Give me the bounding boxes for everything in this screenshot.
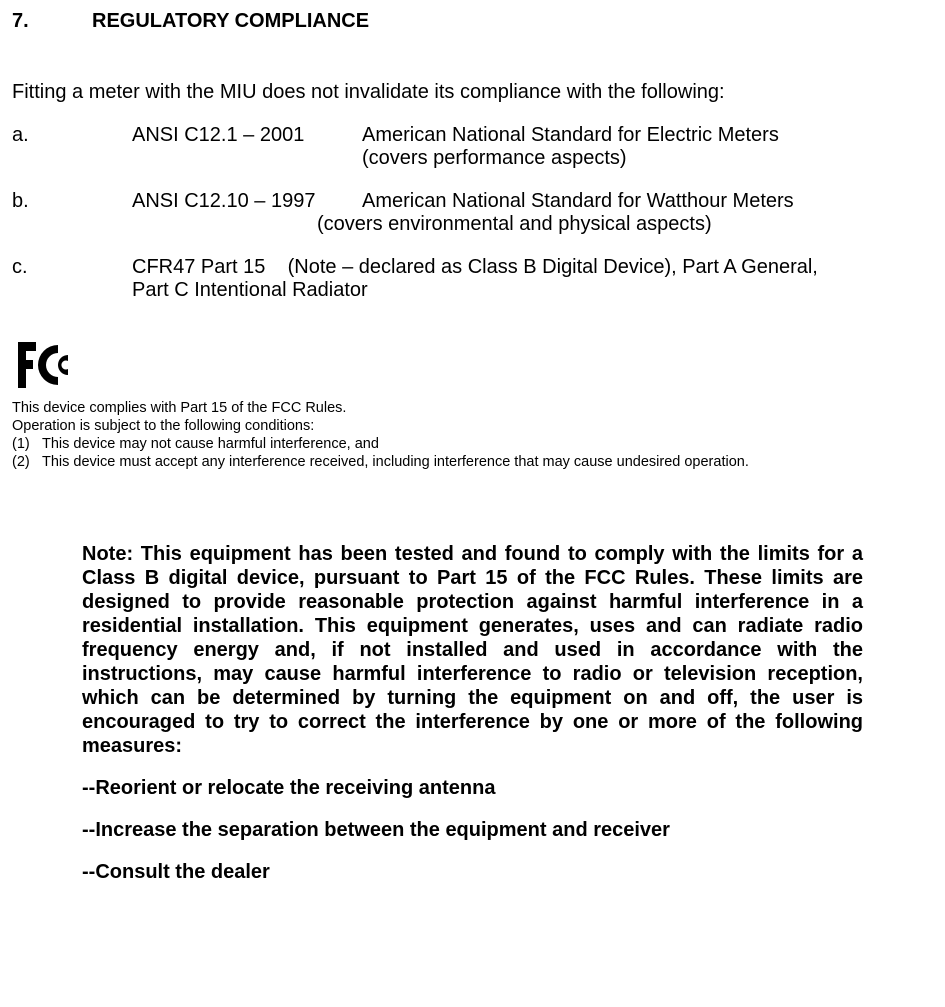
item-letter: c. [12,256,132,279]
item-body: ANSI C12.1 – 2001 American National Stan… [132,124,933,170]
fcc-compliance-text: This device complies with Part 15 of the… [12,399,933,472]
item-letter: b. [12,190,132,213]
intro-text: Fitting a meter with the MIU does not in… [12,81,933,104]
fcc-cond-num: (2) [12,453,42,471]
fcc-condition-2: (2) This device must accept any interfer… [12,453,933,471]
item-body: ANSI C12.10 – 1997 American National Sta… [132,190,933,236]
item-letter: a. [12,124,132,147]
note-measure-3: --Consult the dealer [82,860,863,884]
item-c-line2: Part C Intentional Radiator [132,279,933,302]
standard-desc: American National Standard for Watthour … [362,190,933,213]
standard-code-blank [132,147,362,170]
item-c-line1: CFR47 Part 15 (Note – declared as Class … [132,256,933,279]
compliance-item-b: b. ANSI C12.10 – 1997 American National … [12,190,933,236]
section-title: REGULATORY COMPLIANCE [92,10,369,32]
note-measure-2: --Increase the separation between the eq… [82,818,863,842]
fcc-cond-text: This device must accept any interference… [42,453,749,471]
standard-subdesc: (covers environmental and physical aspec… [317,213,933,236]
compliance-item-c: c. CFR47 Part 15 (Note – declared as Cla… [12,256,933,302]
section-number: 7. [12,10,92,33]
fcc-logo-icon [18,342,933,393]
standard-code: ANSI C12.1 – 2001 [132,124,362,147]
compliance-item-a: a. ANSI C12.1 – 2001 American National S… [12,124,933,170]
item-body: CFR47 Part 15 (Note – declared as Class … [132,256,933,302]
standard-desc: American National Standard for Electric … [362,124,933,147]
fcc-line-2: Operation is subject to the following co… [12,417,933,435]
fcc-condition-1: (1) This device may not cause harmful in… [12,435,933,453]
standard-subdesc: (covers performance aspects) [362,147,933,170]
standard-code: ANSI C12.10 – 1997 [132,190,362,213]
section-heading: 7.REGULATORY COMPLIANCE [12,10,933,33]
fcc-line-1: This device complies with Part 15 of the… [12,399,933,417]
note-paragraph: Note: This equipment has been tested and… [82,542,863,758]
note-measure-1: --Reorient or relocate the receiving ant… [82,776,863,800]
fcc-cond-num: (1) [12,435,42,453]
fcc-cond-text: This device may not cause harmful interf… [42,435,379,453]
fcc-note-block: Note: This equipment has been tested and… [82,542,863,884]
